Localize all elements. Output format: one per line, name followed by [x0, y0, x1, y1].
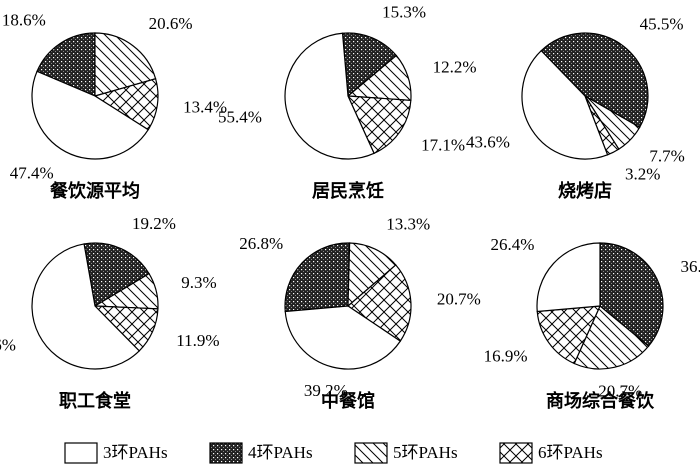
value-label: 17.1% — [421, 136, 465, 155]
value-label: 13.4% — [183, 98, 227, 117]
pie-slice — [31, 243, 141, 370]
pie-title: 居民烹饪 — [312, 180, 384, 202]
pie-slice — [573, 305, 650, 370]
pie-slice — [536, 305, 601, 365]
pie-title: 商场综合餐饮 — [546, 390, 655, 412]
legend-label: 5环PAHs — [393, 443, 458, 462]
pie-slice — [540, 32, 649, 129]
pie-slice — [284, 305, 402, 370]
pie-slice — [347, 264, 412, 342]
value-label: 11.9% — [176, 331, 219, 350]
value-label: 12.2% — [433, 57, 477, 76]
value-label: 47.4% — [10, 164, 54, 183]
value-label: 26.8% — [239, 234, 283, 253]
pie-title: 职工食堂 — [59, 390, 131, 412]
legend-label: 6环PAHs — [538, 443, 603, 462]
value-label: 39.2% — [304, 381, 348, 400]
pie-slice — [31, 70, 150, 160]
legend-label: 4环PAHs — [248, 443, 313, 462]
value-label: 9.3% — [181, 273, 216, 292]
pie-slice — [599, 242, 664, 348]
value-label: 43.6% — [466, 133, 510, 152]
legend-swatch — [209, 442, 243, 464]
value-label: 20.6% — [149, 14, 193, 33]
pie-slice — [83, 242, 150, 307]
pie-slice — [284, 32, 375, 160]
value-label: 18.6% — [2, 11, 46, 30]
value-label: 15.3% — [382, 3, 426, 22]
pie-slice — [94, 32, 157, 97]
value-label: 59.6% — [0, 336, 16, 355]
pie-title: 餐饮源平均 — [49, 180, 140, 202]
value-label: 45.5% — [640, 15, 684, 34]
pie-slice — [93, 78, 159, 131]
value-label: 3.2% — [625, 164, 660, 183]
legend-label: 3环PAHs — [103, 443, 168, 462]
pie-slice — [536, 242, 601, 313]
value-label: 16.9% — [484, 347, 528, 366]
value-label: 55.4% — [218, 108, 262, 127]
value-label: 26.4% — [490, 235, 534, 254]
value-label: 20.7% — [437, 290, 481, 309]
pie-title: 中餐馆 — [321, 390, 375, 412]
pie-slice — [341, 32, 398, 98]
pie-slice — [36, 32, 96, 97]
legend-swatch — [354, 442, 388, 464]
value-label: 19.2% — [132, 214, 176, 233]
value-label: 7.7% — [649, 146, 684, 165]
legend-swatch — [499, 442, 533, 464]
pie-slice — [284, 242, 351, 313]
pie-title: 烧烤店 — [558, 180, 612, 202]
value-label: 20.7% — [598, 382, 642, 401]
value-label: 36.0% — [681, 257, 700, 276]
pie-slice — [521, 49, 609, 160]
legend-swatch — [64, 442, 98, 464]
pie-slice — [347, 95, 412, 155]
value-label: 13.3% — [386, 215, 430, 234]
